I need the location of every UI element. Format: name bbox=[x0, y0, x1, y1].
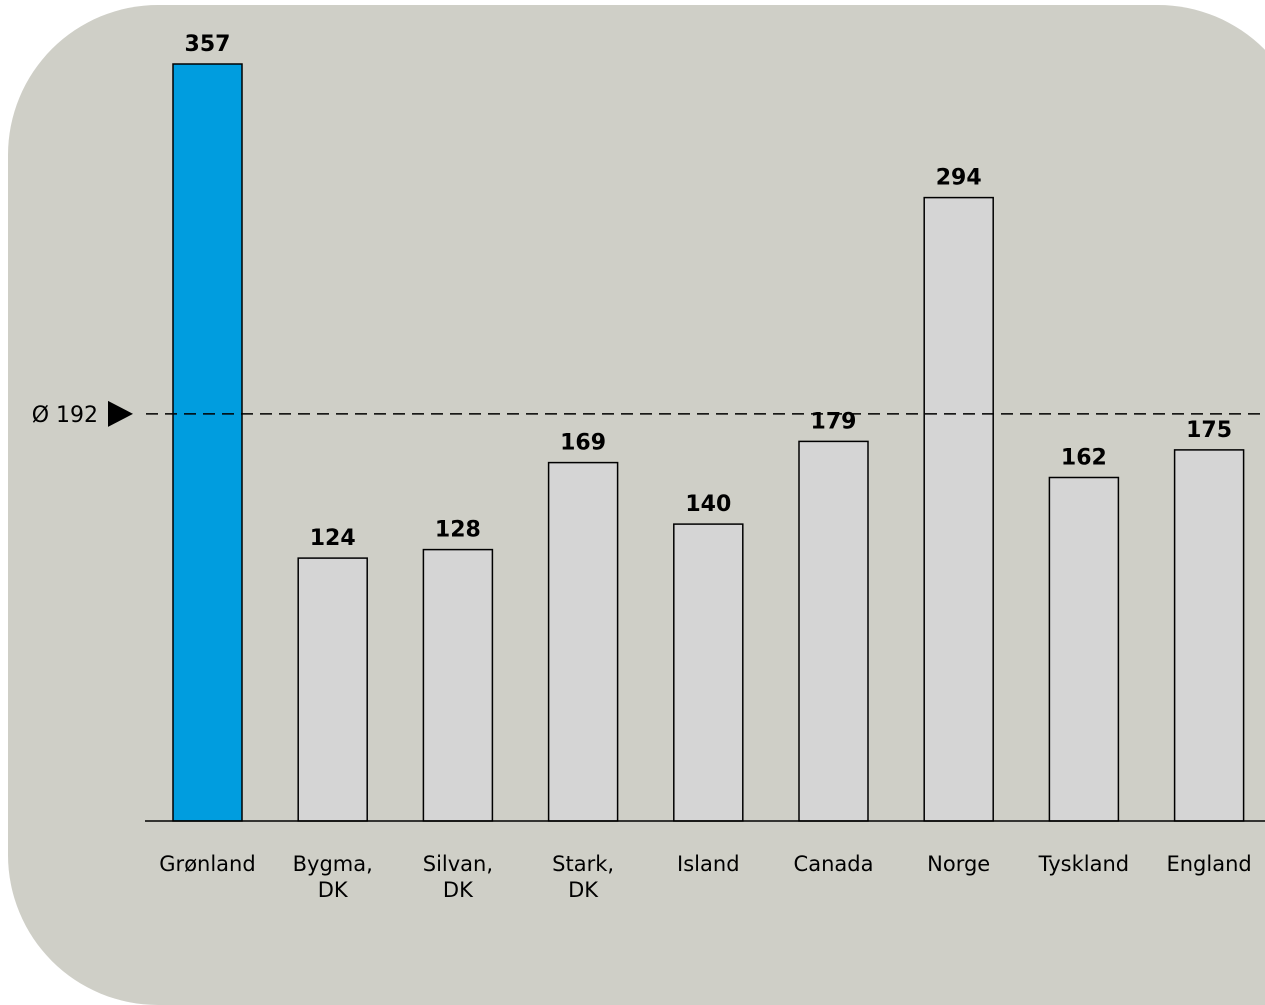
bar-1 bbox=[297, 557, 368, 822]
value-label-1: 124 bbox=[310, 526, 356, 551]
category-label-7: Tyskland bbox=[1038, 852, 1129, 876]
bar-6 bbox=[923, 196, 994, 822]
bar-3 bbox=[547, 461, 619, 822]
value-label-7: 162 bbox=[1061, 446, 1107, 471]
value-label-2: 128 bbox=[435, 518, 481, 543]
bars-group bbox=[172, 63, 1245, 822]
value-label-3: 169 bbox=[560, 431, 606, 456]
value-label-4: 140 bbox=[685, 492, 731, 517]
value-label-0: 357 bbox=[185, 32, 231, 57]
bar-4 bbox=[673, 523, 744, 822]
bar-2 bbox=[422, 548, 494, 822]
bar-5 bbox=[798, 440, 869, 822]
category-label-2-line-0: Silvan, bbox=[423, 852, 493, 876]
category-label-0: Grønland bbox=[159, 852, 255, 876]
bar-8 bbox=[1173, 449, 1245, 822]
category-label-2-line-1: DK bbox=[443, 878, 474, 902]
category-label-5: Canada bbox=[794, 852, 874, 876]
category-label-3-line-0: Stark, bbox=[552, 852, 614, 876]
average-label: Ø 192 bbox=[32, 403, 98, 428]
category-label-4: Island bbox=[677, 852, 739, 876]
category-label-1-line-1: DK bbox=[318, 878, 349, 902]
value-label-6: 294 bbox=[936, 166, 982, 191]
bar-7 bbox=[1048, 476, 1120, 822]
bar-0 bbox=[172, 63, 243, 822]
value-label-8: 175 bbox=[1186, 418, 1232, 443]
category-label-6: Norge bbox=[927, 852, 990, 876]
category-label-8: England bbox=[1166, 852, 1251, 876]
category-label-3-line-1: DK bbox=[568, 878, 599, 902]
average-arrow-icon bbox=[108, 400, 133, 427]
category-label-1-line-0: Bygma, bbox=[293, 852, 373, 876]
